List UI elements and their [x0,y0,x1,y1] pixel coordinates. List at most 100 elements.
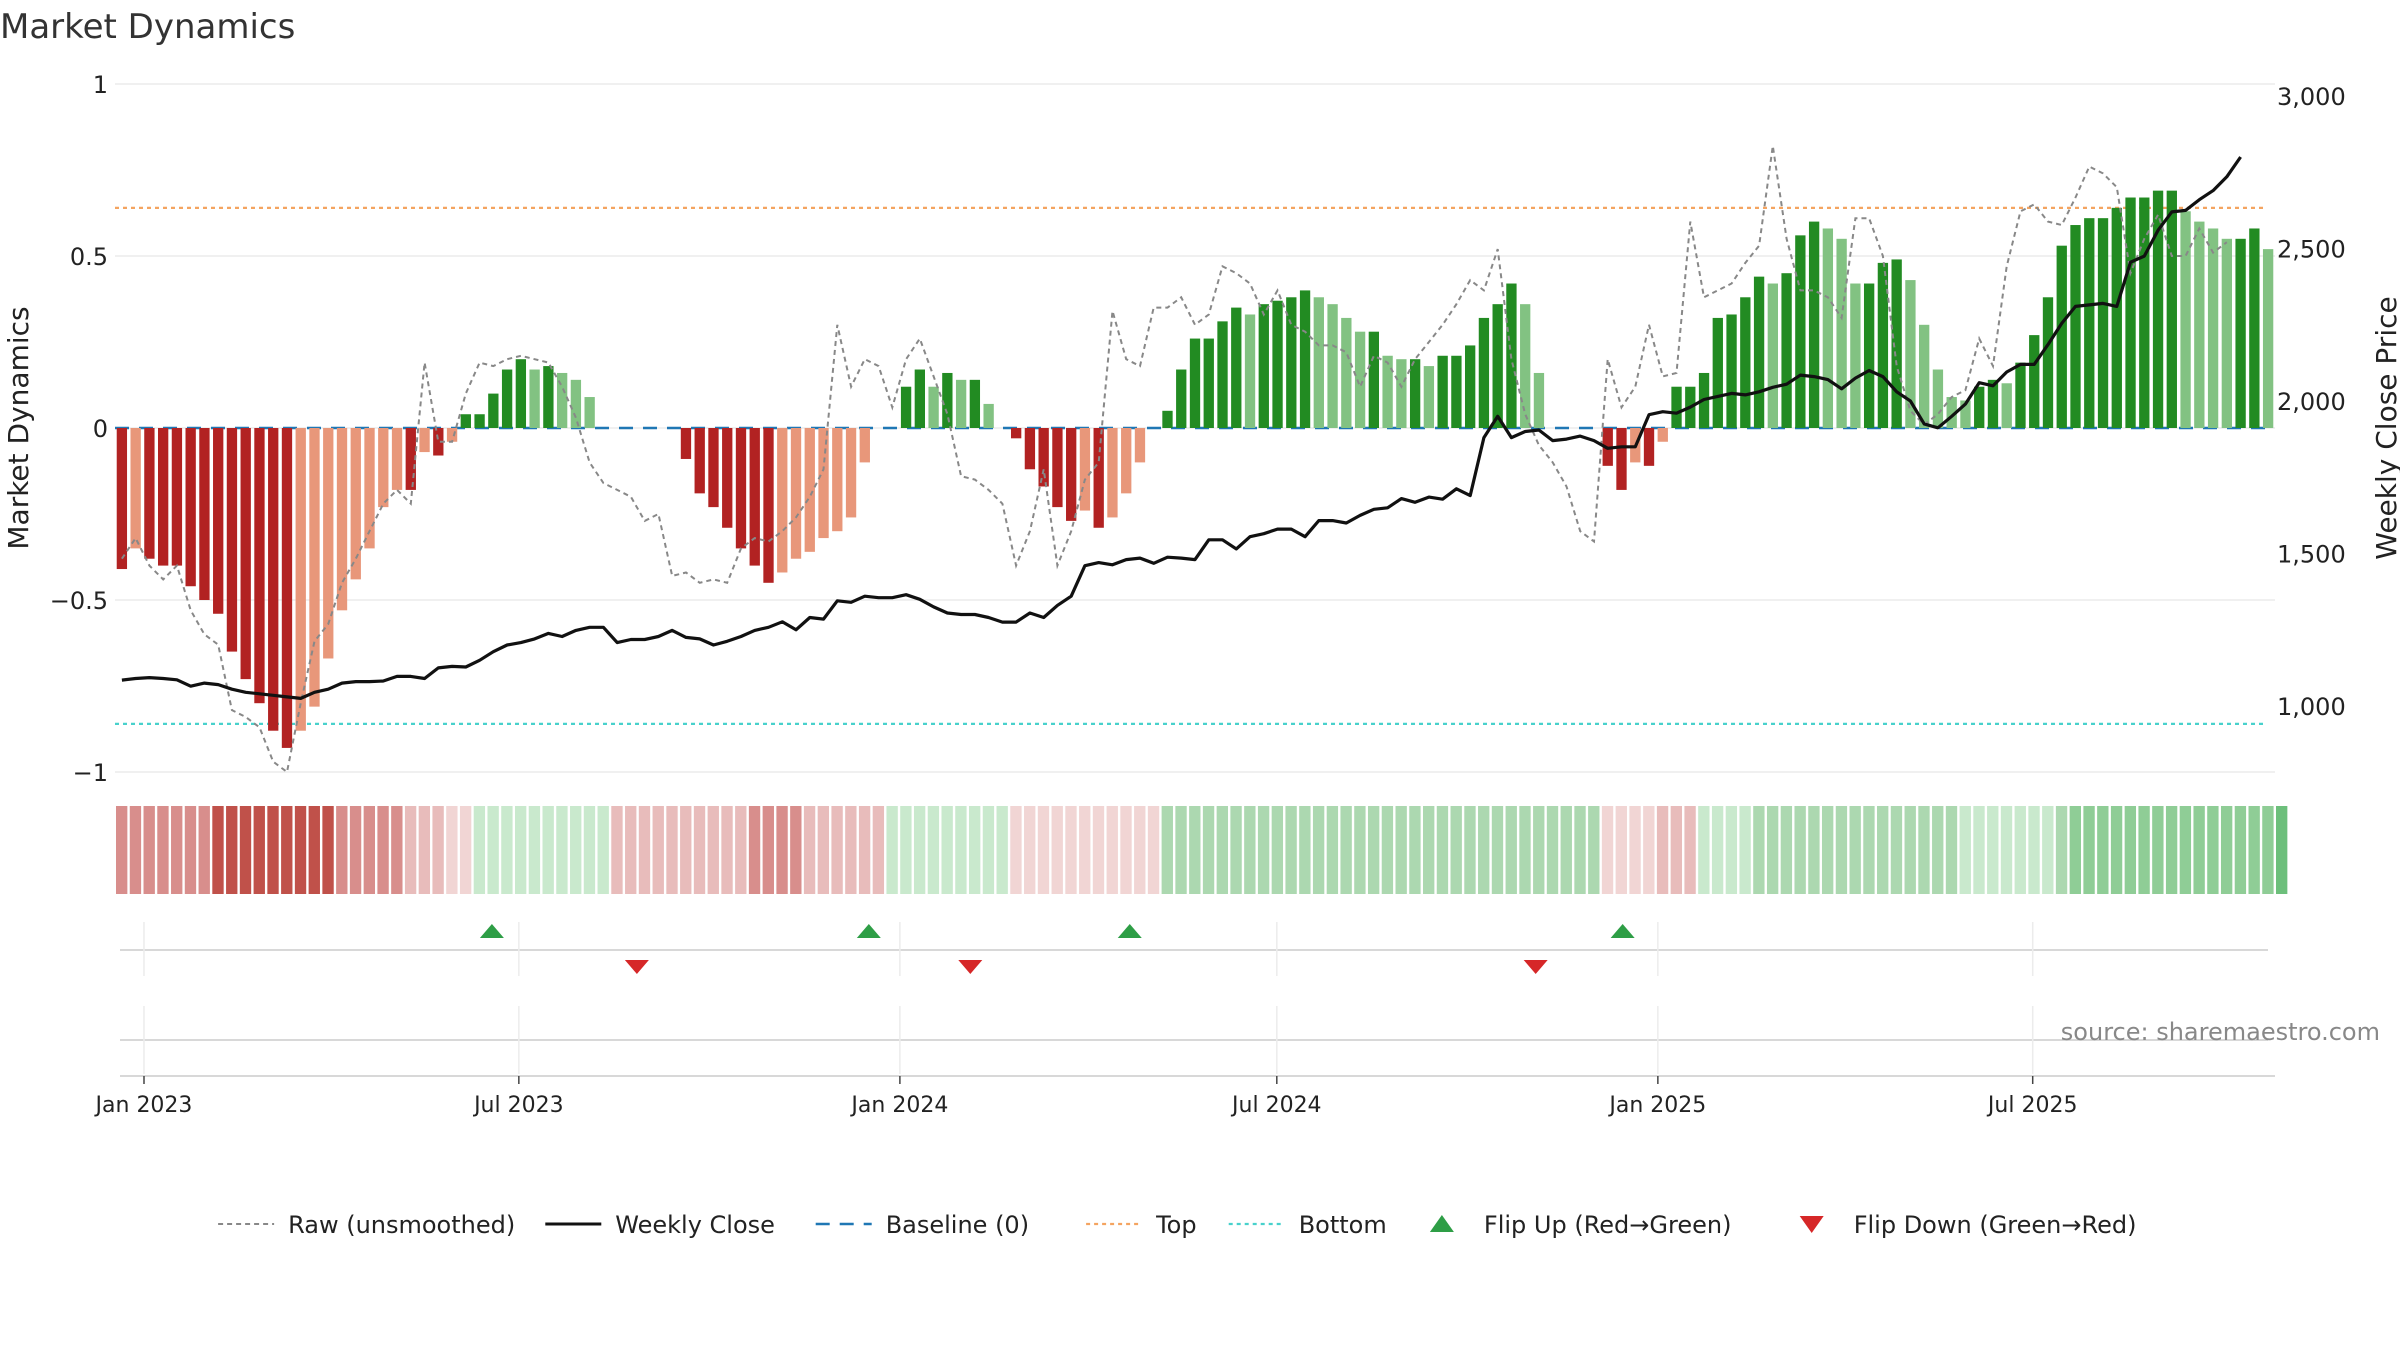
dynamics-bar [1946,397,1957,428]
regime-cell [1560,806,1572,894]
dynamics-bar [722,428,733,528]
regime-cell [927,806,940,894]
legend-label: Raw (unsmoothed) [288,1211,515,1239]
y-tick-label: −1 [73,759,108,787]
dynamics-bar [1231,307,1242,428]
dynamics-bar [501,369,513,428]
dynamics-bar [185,428,196,587]
regime-cell [1656,806,1669,894]
x-tick-label: Jul 2023 [472,1093,564,1118]
dynamics-bar [1657,428,1668,442]
dynamics-bar [790,428,802,559]
regime-cell [349,806,362,894]
dynamics-bar [268,428,279,731]
regime-cell [1711,806,1724,894]
dynamics-bar [2152,190,2164,428]
regime-cell [748,806,761,894]
dynamics-bar [1272,300,1283,428]
regime-cell [955,806,967,894]
dynamics-bar [1066,428,1077,521]
regime-cell [143,806,155,894]
dynamics-bar [832,428,843,532]
dynamics-bar [474,414,485,428]
regime-cell [1092,806,1105,894]
y-axis-right: 3,000 2,500 2,000 1,500 1,000 [2277,83,2346,721]
regime-cell [116,806,128,894]
regime-cell [2028,806,2040,894]
y-axis-left: 1 0.5 0 −0.5 −1 [50,71,108,787]
y-tick-label: −0.5 [50,587,108,615]
legend-label: Weekly Close [615,1211,775,1239]
dynamics-bar [1795,235,1806,428]
regime-cell [886,806,898,894]
dynamics-bar [1822,228,1834,428]
x-tick-label: Jul 2025 [1986,1093,2078,1118]
dynamics-bar [735,428,747,549]
dynamics-bar [2015,362,2026,428]
raw-line [121,145,2228,774]
regime-cell [1230,806,1242,894]
dynamics-bar [914,369,925,428]
regime-cell [528,806,541,894]
dynamics-bar [460,414,471,428]
regime-cell [184,806,197,894]
dynamics-bar [983,403,994,428]
dynamics-bar [1396,359,1407,428]
regime-cell [1134,806,1146,894]
dynamics-bar [2056,245,2067,428]
y2-tick-label: 2,000 [2277,388,2346,416]
regime-cell [1918,806,1930,894]
dynamics-bar [1478,317,1490,428]
regime-cell [542,806,554,894]
dynamics-bar [1836,238,1847,428]
regime-cell [1175,806,1187,894]
regime-cell [1409,806,1421,894]
regime-cell [322,806,334,894]
regime-cell [1079,806,1091,894]
regime-cell [377,806,389,894]
dynamics-bar [240,428,251,680]
regime-cell [1629,806,1641,894]
dynamics-bar [2042,297,2054,428]
regime-cell [418,806,431,894]
regime-cell [1216,806,1228,894]
dynamics-bar [2084,218,2095,428]
regime-cell [2220,806,2233,894]
regime-cell [666,806,678,894]
dynamics-bar [213,428,224,614]
regime-cell [707,806,719,894]
dynamics-bar [515,359,527,428]
dynamics-bar [1024,428,1036,470]
dynamics-bars [116,190,2274,748]
legend-label: Top [1155,1211,1197,1239]
regime-cell [2055,806,2068,894]
regime-cell [2083,806,2095,894]
dynamics-bar [1313,297,1324,428]
dynamics-bar [763,428,774,583]
dynamics-bar [1079,428,1091,511]
dynamics-bar [1409,359,1421,428]
regime-cell [1147,806,1160,894]
regime-cell [1037,806,1050,894]
dynamics-bar [1244,314,1256,428]
regime-cell [817,806,830,894]
dynamics-bar [1010,428,1022,439]
dynamics-bar [336,428,348,611]
dynamics-bar [130,428,141,549]
dynamics-bar [1616,428,1627,490]
dynamics-bar [199,428,210,600]
regime-cell [459,806,472,894]
regime-cell [1519,806,1531,894]
regime-cell [762,806,774,894]
flip-up-marker [479,924,504,938]
dynamics-bar [1877,262,1889,428]
x-tick-label: Jan 2025 [1607,1093,1706,1118]
dynamics-bar [1465,345,1476,428]
regime-cell [198,806,210,894]
dynamics-bar [1162,410,1173,428]
regime-cell [1849,806,1861,894]
dynamics-bar [2235,238,2246,428]
regime-cell [473,806,486,894]
regime-cell [1436,806,1449,894]
y-tick-label: 0 [93,415,108,443]
